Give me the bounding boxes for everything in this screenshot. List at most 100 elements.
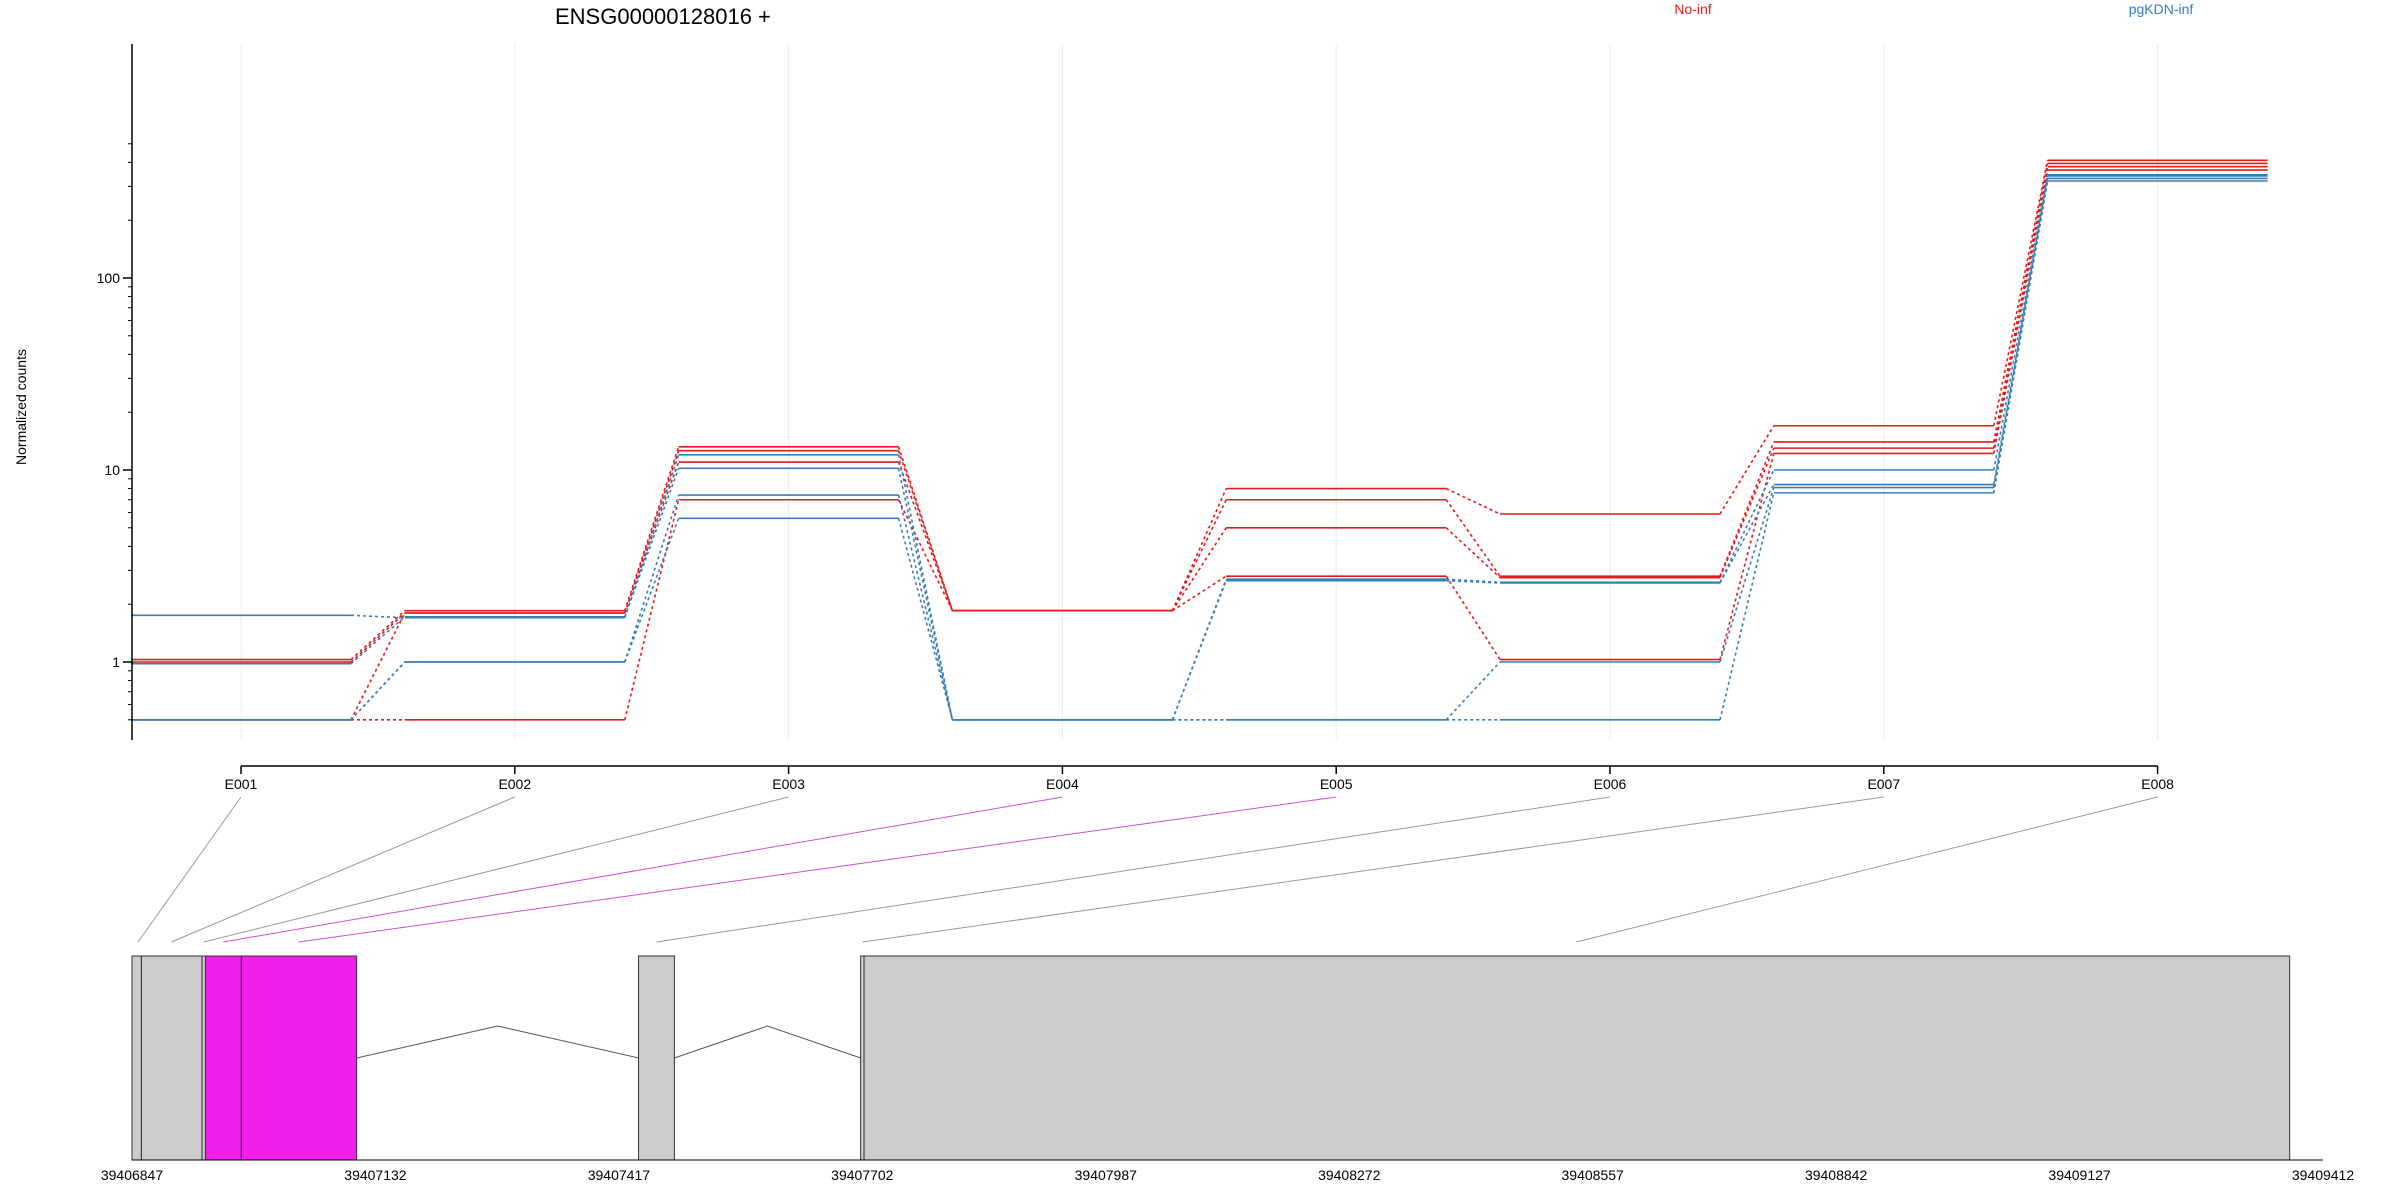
exon-link-e007 (862, 796, 1884, 943)
x-tick-label-e008: E008 (2141, 776, 2174, 792)
series-connector (897, 499, 954, 612)
y-tick-label: 100 (97, 270, 121, 286)
exon-box-e007 (860, 955, 865, 1161)
exon-link-e002 (171, 796, 515, 943)
series-connector (624, 450, 680, 614)
series-connector (624, 454, 680, 619)
series-connector (1993, 160, 2049, 426)
legend-label-pgkdn-inf: pgKDN-inf (2129, 1, 2194, 17)
coordinate-tick-label: 39409412 (2292, 1167, 2355, 1183)
series-connector (350, 614, 405, 619)
series-connector (624, 468, 680, 618)
series-connector (350, 616, 406, 665)
x-tick-label-e006: E006 (1594, 776, 1627, 792)
y-axis-label: Normalized counts (13, 349, 29, 465)
series-connector (1171, 580, 1227, 721)
exon-box-e006 (638, 955, 675, 1161)
series-2-no-inf (131, 162, 2268, 663)
exon-box-e003 (201, 955, 206, 1161)
series-connector (1719, 425, 1775, 515)
exon-link-e006 (656, 796, 1611, 943)
series-5-pgkdn-inf (131, 173, 2268, 721)
legend-label-no-inf: No-inf (1674, 1, 1711, 17)
series-connector (1171, 488, 1227, 612)
series-connector (897, 461, 954, 611)
exon-box-e004 (204, 955, 242, 1161)
series-connector (624, 499, 680, 720)
series-4-no-inf (131, 169, 2268, 721)
intron-line-1 (356, 1025, 639, 1059)
coordinate-tick-label: 39407987 (1075, 1167, 1138, 1183)
x-tick-label-e005: E005 (1320, 776, 1353, 792)
exon-link-e005 (298, 796, 1337, 943)
series-connector (350, 612, 406, 721)
series-connector (624, 446, 680, 611)
x-tick-label-e002: E002 (498, 776, 531, 792)
y-tick-label: 10 (104, 462, 120, 478)
series-1-no-inf (131, 159, 2268, 661)
series-connector (897, 468, 954, 720)
series-connector (1719, 492, 1775, 720)
coordinate-tick-label: 39408557 (1562, 1167, 1625, 1183)
series-connector (350, 612, 406, 663)
axes: 1 10 100 E001 E002 E003 E004 E005 E006 E007 E008 (97, 44, 2174, 792)
exon-box-e002 (140, 955, 203, 1161)
x-tick-label-e003: E003 (772, 776, 805, 792)
series-connector (897, 446, 954, 611)
chart-title: ENSG00000128016 + (555, 4, 771, 29)
series-connector (624, 494, 680, 663)
coordinate-tick-label: 39408842 (1805, 1167, 1868, 1183)
series-connector (1445, 499, 1501, 577)
series-connector (1445, 527, 1501, 579)
series-connector (1993, 180, 2049, 494)
series-connector (350, 610, 406, 661)
series-connector (1171, 527, 1227, 612)
x-tick-label-e007: E007 (1867, 776, 1900, 792)
series-3-no-inf (131, 165, 2268, 721)
exon-box-e005 (240, 955, 358, 1161)
exon-link-e003 (203, 796, 789, 943)
series-8-pgkdn-inf (131, 180, 2268, 721)
series-connector (1445, 487, 1501, 515)
intron-line-2 (674, 1025, 861, 1059)
series-connector (624, 518, 680, 663)
series-lines (131, 159, 2268, 721)
series-connector (1719, 453, 1775, 660)
series-connector (1446, 579, 1501, 584)
coordinate-tick-label: 39409127 (2048, 1167, 2111, 1183)
x-tick-label-e001: E001 (225, 776, 258, 792)
series-connector (1445, 661, 1501, 721)
coordinate-tick-label: 39407702 (831, 1167, 894, 1183)
gene-model: 39406847 39407132 39407417 39407702 39407987… (101, 955, 2355, 1183)
exon-link-e004 (223, 796, 1063, 943)
exon-box-e008 (863, 955, 2291, 1161)
series-connector (897, 494, 954, 720)
series-connector (1719, 447, 1775, 578)
x-tick-label-e004: E004 (1046, 776, 1079, 792)
series-connector (1171, 499, 1227, 612)
coordinate-tick-label: 39408272 (1318, 1167, 1381, 1183)
coordinate-tick-label: 39406847 (101, 1167, 164, 1183)
gridlines (240, 44, 2159, 740)
series-connector (1445, 575, 1501, 660)
series-connector (897, 518, 954, 721)
series-connector (1993, 175, 2049, 485)
series-connector (1719, 484, 1775, 584)
series-connector (897, 450, 954, 611)
y-tick-label: 1 (112, 654, 120, 670)
series-7-pgkdn-inf (131, 177, 2268, 721)
series-connector (1171, 575, 1227, 612)
coordinate-tick-label: 39407417 (588, 1167, 651, 1183)
series-connector (1719, 487, 1775, 663)
series-connector (1993, 169, 2049, 454)
series-connector (1993, 174, 2049, 471)
exon-box-e001 (131, 955, 142, 1161)
exon-link-e001 (137, 796, 242, 943)
coordinate-tick-label: 39407132 (344, 1167, 407, 1183)
series-connector (1719, 469, 1775, 583)
series-connector (350, 661, 406, 721)
exon-link-e008 (1576, 796, 2158, 943)
series-connector (1719, 441, 1775, 577)
exon-links (137, 796, 2158, 943)
